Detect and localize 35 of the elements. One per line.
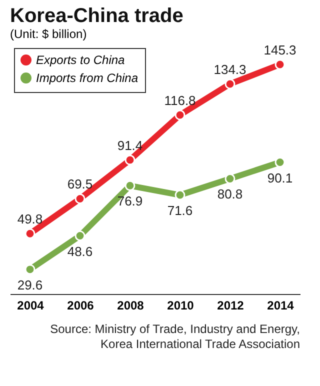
x-tick-label: 2012	[217, 298, 244, 312]
point	[174, 190, 186, 200]
point	[274, 157, 286, 168]
data-label: 49.8	[17, 212, 43, 227]
data-label: 90.1	[267, 170, 293, 186]
x-tick-label: 2006	[67, 298, 94, 312]
point	[224, 174, 236, 184]
data-label: 48.6	[67, 244, 93, 259]
chart-title: Korea-China trade	[10, 5, 184, 27]
point	[224, 78, 236, 90]
data-label: 145.3	[264, 42, 296, 58]
legend-label: Exports to China	[36, 53, 126, 67]
data-label: 71.6	[167, 203, 193, 218]
x-tick-label: 2010	[167, 298, 194, 312]
source-note: Source: Ministry of Trade, Industry and Energy, Korea International Trade Association	[50, 322, 300, 351]
x-tick-label: 2004	[17, 298, 44, 312]
data-label: 69.5	[67, 176, 93, 192]
point	[24, 228, 36, 239]
legend-label: Imports from China	[36, 71, 138, 85]
point	[124, 180, 136, 191]
data-label: 76.9	[117, 194, 143, 209]
data-label: 29.6	[17, 277, 43, 292]
data-label: 116.8	[164, 92, 196, 108]
point	[24, 264, 36, 275]
point	[274, 59, 286, 70]
x-tick-label: 2014	[267, 298, 294, 312]
chart-subtitle: (Unit: $ billion)	[10, 27, 87, 41]
data-label: 134.3	[214, 62, 246, 77]
point	[124, 154, 136, 166]
x-tick-label: 2008	[117, 298, 144, 312]
point	[174, 110, 186, 120]
data-label: 80.8	[217, 186, 243, 202]
data-label: 91.4	[117, 138, 143, 153]
point	[74, 230, 86, 241]
point	[74, 194, 86, 204]
